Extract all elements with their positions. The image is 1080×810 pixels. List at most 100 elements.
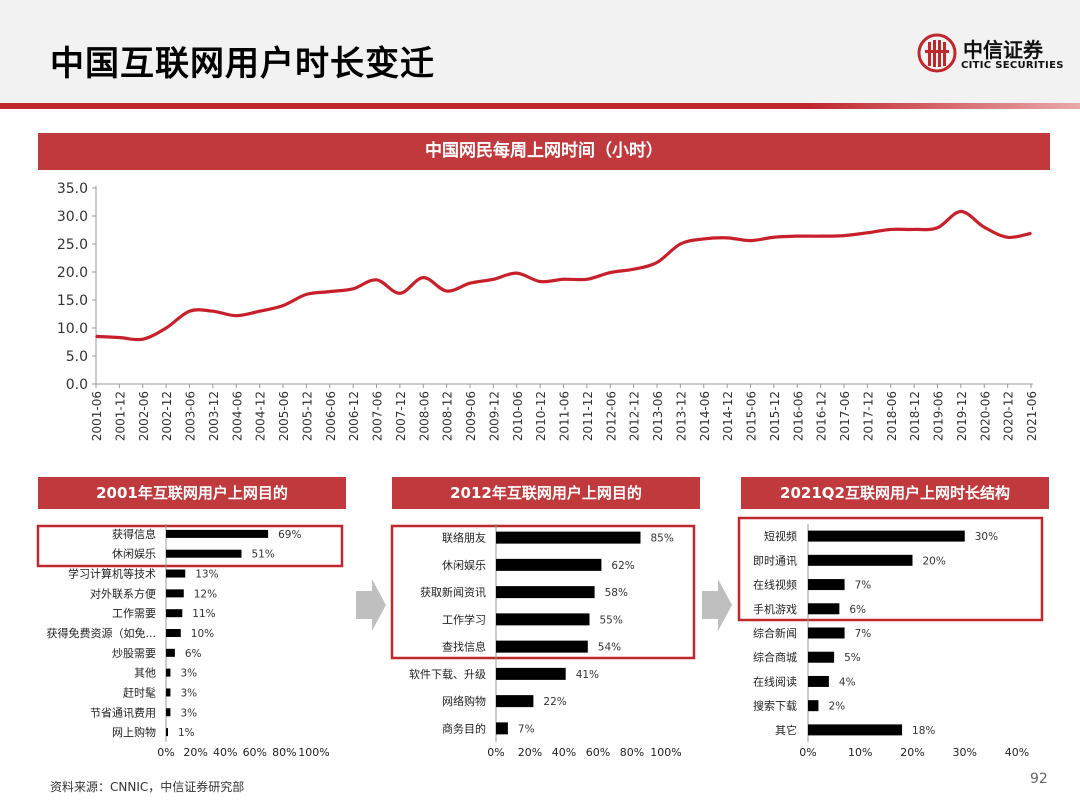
line-point bbox=[889, 228, 892, 231]
header-divider bbox=[0, 103, 1080, 109]
category-label: 联络朋友 bbox=[442, 531, 486, 545]
y-tick-label: 15.0 bbox=[57, 293, 88, 309]
line-point bbox=[960, 210, 962, 213]
x-tick-label: 2004-06 bbox=[230, 391, 244, 441]
x-tick-label: 2001-06 bbox=[90, 391, 104, 441]
category-label: 综合商城 bbox=[753, 650, 797, 664]
bar-value-label: 6% bbox=[185, 648, 202, 660]
category-label: 短视频 bbox=[764, 529, 797, 543]
bar bbox=[496, 531, 641, 544]
x-tick-label: 2014-12 bbox=[721, 391, 735, 441]
bar-value-label: 20% bbox=[923, 555, 946, 567]
category-label: 工作需要 bbox=[112, 607, 156, 620]
x-tick-label: 2011-06 bbox=[558, 391, 572, 441]
category-label: 对外联系方便 bbox=[90, 586, 156, 600]
highlight-box bbox=[737, 516, 1044, 622]
line-point bbox=[913, 228, 915, 231]
x-tick-label: 60% bbox=[243, 746, 267, 759]
bar-value-label: 58% bbox=[605, 587, 628, 599]
bar bbox=[166, 648, 175, 657]
bar-value-label: 7% bbox=[855, 628, 872, 640]
bar bbox=[166, 629, 181, 637]
x-tick-label: 2007-12 bbox=[394, 391, 408, 441]
x-tick-label: 2008-06 bbox=[417, 391, 431, 441]
x-tick-label: 100% bbox=[298, 746, 329, 759]
x-tick-label: 2006-12 bbox=[347, 391, 361, 441]
x-tick-label: 20% bbox=[183, 746, 207, 759]
bar-value-label: 1% bbox=[178, 727, 195, 739]
line-point bbox=[118, 336, 121, 339]
line-point bbox=[609, 271, 612, 274]
bar bbox=[166, 529, 269, 538]
bar bbox=[496, 722, 508, 735]
highlight-box bbox=[36, 524, 344, 568]
line-point bbox=[936, 226, 939, 229]
line-point bbox=[749, 239, 752, 242]
y-tick-label: 25.0 bbox=[57, 237, 88, 253]
x-tick-label: 2021-06 bbox=[1025, 391, 1039, 441]
bar bbox=[166, 589, 184, 598]
citic-logo: 中信证券 CITIC SECURITIES bbox=[915, 30, 1065, 80]
bar-value-label: 18% bbox=[912, 725, 935, 737]
line-point bbox=[866, 232, 869, 234]
x-tick-label: 2017-06 bbox=[838, 391, 852, 441]
bar bbox=[808, 724, 903, 736]
page-title: 中国互联网用户时长变迁 bbox=[50, 44, 435, 84]
line-point bbox=[1030, 232, 1032, 235]
x-tick-label: 2009-12 bbox=[487, 391, 501, 441]
bar bbox=[166, 609, 183, 618]
bar bbox=[808, 603, 840, 615]
bar bbox=[496, 613, 590, 626]
x-tick-label: 40% bbox=[552, 746, 576, 759]
x-tick-label: 2016-12 bbox=[815, 391, 829, 441]
category-label: 查找信息 bbox=[442, 640, 486, 654]
bar bbox=[496, 695, 534, 708]
bar-value-label: 55% bbox=[600, 614, 623, 626]
category-label: 搜索下载 bbox=[753, 699, 797, 713]
category-label: 学习计算机等技术 bbox=[68, 567, 156, 581]
bar bbox=[166, 688, 171, 697]
x-tick-label: 2013-12 bbox=[674, 391, 688, 441]
bar bbox=[808, 675, 829, 687]
bar-value-label: 69% bbox=[278, 529, 301, 541]
highlight-box bbox=[390, 524, 696, 660]
bar-value-label: 30% bbox=[975, 531, 998, 543]
x-tick-label: 2019-12 bbox=[955, 391, 969, 441]
source-note: 资料来源：CNNIC，中信证券研究部 bbox=[50, 780, 245, 794]
x-tick-label: 80% bbox=[272, 746, 296, 759]
x-tick-label: 2012-06 bbox=[604, 391, 618, 441]
x-tick-label: 20% bbox=[518, 746, 542, 759]
bar-chart-3-title: 2021Q2互联网用户上网时长结构 bbox=[741, 477, 1049, 509]
x-tick-label: 2011-12 bbox=[581, 391, 595, 441]
x-tick-label: 2017-12 bbox=[861, 391, 875, 441]
category-label: 工作学习 bbox=[442, 612, 486, 626]
x-tick-label: 2003-06 bbox=[184, 391, 198, 441]
category-label: 其他 bbox=[134, 667, 156, 680]
line-point bbox=[796, 235, 799, 237]
category-label: 其它 bbox=[775, 723, 797, 737]
line-point bbox=[726, 237, 728, 239]
citic-logo-icon bbox=[917, 33, 957, 73]
x-tick-label: 20% bbox=[900, 746, 924, 759]
bar bbox=[166, 668, 171, 677]
bar-value-label: 4% bbox=[839, 676, 856, 688]
x-tick-label: 2013-06 bbox=[651, 391, 665, 441]
x-tick-label: 2020-12 bbox=[1002, 391, 1016, 441]
bar bbox=[496, 558, 602, 571]
x-tick-label: 2006-06 bbox=[324, 391, 338, 441]
bar-value-label: 5% bbox=[844, 652, 861, 664]
x-tick-label: 0% bbox=[799, 746, 816, 759]
x-tick-label: 2005-12 bbox=[300, 391, 314, 441]
category-label: 获得信息 bbox=[112, 527, 156, 541]
line-point bbox=[632, 268, 635, 271]
bar-value-label: 6% bbox=[849, 604, 866, 616]
bar-value-label: 13% bbox=[195, 569, 218, 581]
x-tick-label: 0% bbox=[157, 746, 174, 759]
category-label: 炒股需要 bbox=[112, 647, 156, 660]
category-label: 商务目的 bbox=[442, 721, 486, 735]
category-label: 获得免费资源（如免... bbox=[47, 626, 157, 640]
bar bbox=[496, 586, 595, 599]
y-tick-label: 20.0 bbox=[57, 265, 88, 281]
category-label: 在线阅读 bbox=[753, 674, 797, 688]
bar bbox=[808, 651, 835, 663]
